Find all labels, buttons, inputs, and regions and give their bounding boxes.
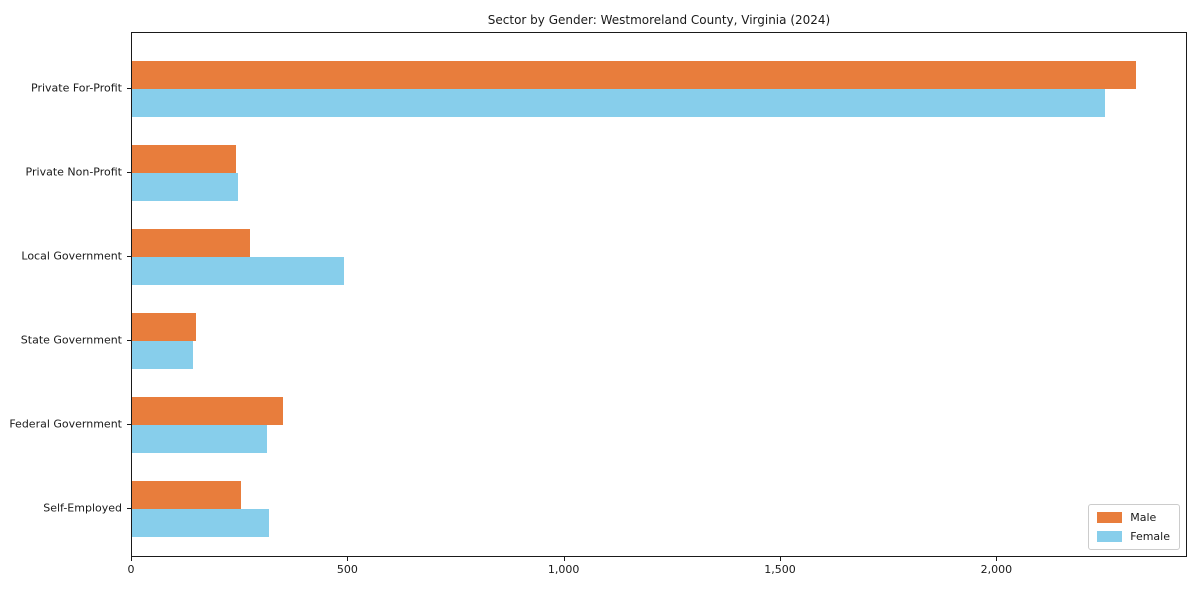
- y-tick-label-local-government: Local Government: [21, 249, 122, 262]
- y-tick-label-private-for-profit: Private For-Profit: [31, 81, 122, 94]
- bar-female-private-for-profit: [132, 88, 1105, 117]
- x-tick-mark-500: [347, 557, 349, 561]
- y-tick-mark-federal-government: [127, 423, 131, 425]
- x-tick-label-0: 0: [127, 563, 135, 576]
- y-tick-label-private-non-profit: Private Non-Profit: [25, 165, 122, 178]
- plot-area: Male Female: [131, 32, 1187, 557]
- bar-male-private-non-profit: [132, 144, 236, 173]
- y-tick-mark-private-for-profit: [127, 87, 131, 89]
- x-tick-mark-1500: [780, 557, 781, 561]
- legend-row-female: Female: [1097, 530, 1170, 543]
- y-tick-mark-state-government: [127, 339, 131, 341]
- bar-male-local-government: [132, 228, 251, 257]
- legend-label-female: Female: [1130, 530, 1170, 543]
- bar-female-local-government: [132, 256, 344, 285]
- y-tick-label-self-employed: Self-Employed: [43, 501, 122, 514]
- bar-female-self-employed: [132, 508, 270, 537]
- bar-male-private-for-profit: [132, 60, 1136, 89]
- bar-female-private-non-profit: [132, 172, 238, 201]
- bar-female-federal-government: [132, 424, 268, 453]
- legend-swatch-male: [1097, 512, 1123, 523]
- x-tick-mark-0: [131, 557, 132, 561]
- legend: Male Female: [1088, 504, 1180, 550]
- x-tick-label-1000: 1,000: [547, 563, 580, 576]
- y-tick-mark-local-government: [127, 255, 131, 257]
- legend-row-male: Male: [1097, 511, 1170, 524]
- y-tick-label-federal-government: Federal Government: [9, 417, 122, 430]
- x-tick-mark-1000: [563, 557, 565, 561]
- y-tick-mark-self-employed: [127, 507, 131, 509]
- bar-female-state-government: [132, 340, 193, 369]
- legend-swatch-female: [1097, 531, 1123, 542]
- bar-male-self-employed: [132, 480, 242, 509]
- bar-male-federal-government: [132, 396, 283, 425]
- x-tick-mark-2000: [996, 557, 998, 561]
- x-tick-label-2000: 2,000: [980, 563, 1013, 576]
- x-tick-label-500: 500: [336, 563, 358, 576]
- y-tick-mark-private-non-profit: [127, 171, 131, 173]
- x-tick-label-1500: 1,500: [764, 563, 796, 576]
- y-tick-label-state-government: State Government: [20, 333, 122, 346]
- chart-title: Sector by Gender: Westmoreland County, V…: [487, 13, 831, 27]
- bar-male-state-government: [132, 312, 197, 341]
- legend-label-male: Male: [1130, 511, 1157, 524]
